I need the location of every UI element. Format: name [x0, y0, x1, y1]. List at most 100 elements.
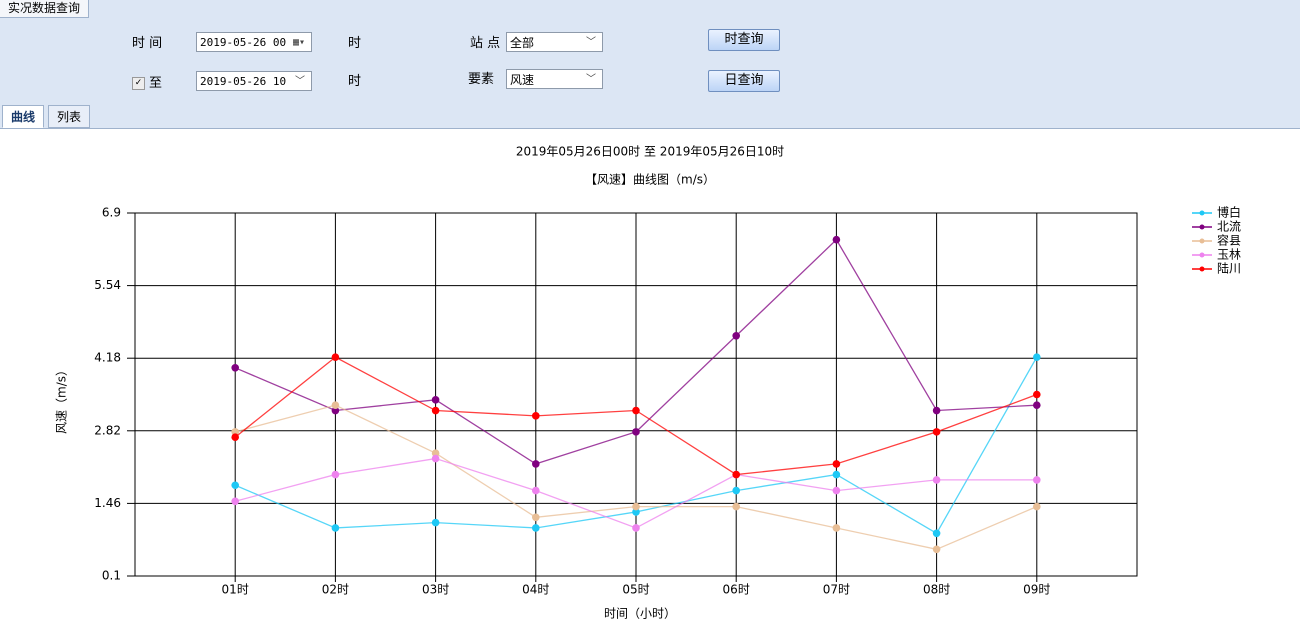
- x-tick-label: 09时: [1023, 583, 1050, 597]
- data-point: [632, 502, 640, 511]
- y-tick-label: 0.1: [102, 569, 121, 583]
- data-point: [632, 428, 640, 436]
- data-point: [832, 524, 841, 532]
- data-point: [632, 508, 640, 516]
- data-point: [632, 406, 640, 415]
- end-date: 2019-05-26 10: [200, 75, 287, 88]
- data-point: [532, 412, 540, 420]
- element-label: 要素: [468, 72, 495, 87]
- y-axis-title: 风速（m/s）: [55, 364, 69, 434]
- data-point: [632, 524, 640, 532]
- element-select[interactable]: 风速 ﹀: [506, 69, 603, 89]
- data-point: [832, 486, 841, 495]
- data-point: [832, 470, 841, 479]
- data-point: [532, 513, 540, 522]
- y-tick-label: 5.54: [94, 278, 121, 292]
- data-point: [732, 502, 740, 511]
- data-point: [932, 545, 941, 554]
- tab-list[interactable]: 列表: [48, 105, 91, 128]
- legend-marker: [1199, 266, 1205, 272]
- tab-bar: [0, 105, 1300, 129]
- data-point: [331, 353, 340, 361]
- app-title: 实况数据查询: [0, 0, 90, 18]
- data-point: [231, 428, 239, 436]
- data-point: [1033, 353, 1041, 361]
- x-tick-label: 07时: [823, 583, 850, 597]
- x-tick-label: 01时: [222, 583, 249, 597]
- data-point: [832, 235, 841, 244]
- end-date-input[interactable]: 2019-05-26 10 ﹀: [196, 71, 312, 91]
- data-point: [431, 396, 440, 404]
- x-axis-title: 时间（小时）: [604, 607, 676, 621]
- legend-label: 博白: [1217, 205, 1241, 220]
- y-tick-label: 4.18: [94, 351, 121, 365]
- data-point: [231, 497, 239, 506]
- end-label: 至: [149, 76, 163, 91]
- data-point: [532, 486, 540, 495]
- data-point: [1033, 502, 1041, 511]
- data-point: [231, 481, 239, 490]
- day-query-button[interactable]: 日查询: [708, 70, 780, 92]
- chart: 2019年05月26日00时 至 2019年05月26日10时 【风速】曲线图（…: [55, 145, 1242, 621]
- element-value: 风速: [510, 73, 535, 87]
- legend-marker: [1199, 252, 1205, 258]
- data-point: [532, 524, 540, 532]
- x-tick-label: 03时: [422, 583, 449, 597]
- data-point: [431, 518, 440, 527]
- x-tick-label: 02时: [322, 583, 349, 597]
- x-tick-label: 08时: [923, 583, 950, 597]
- data-point: [732, 470, 740, 479]
- data-point: [231, 433, 239, 442]
- data-point: [431, 406, 440, 415]
- legend-label: 北流: [1217, 220, 1241, 234]
- station-value: 全部: [510, 36, 535, 50]
- data-point: [932, 529, 941, 538]
- legend-marker: [1199, 238, 1205, 244]
- data-point: [331, 406, 340, 415]
- x-tick-label: 06时: [723, 583, 750, 597]
- y-tick-label: 1.46: [94, 496, 121, 510]
- dropdown-arrow: ﹀: [586, 74, 596, 85]
- data-point: [1033, 476, 1041, 484]
- station-select[interactable]: 全部 ﹀: [506, 32, 603, 52]
- legend-marker: [1199, 210, 1205, 216]
- chart-subtitle: 【风速】曲线图（m/s）: [585, 173, 715, 187]
- y-tick-label: 2.82: [94, 423, 121, 437]
- data-point: [932, 428, 941, 436]
- data-point: [932, 406, 941, 415]
- query-panel: [0, 0, 1300, 105]
- data-point: [331, 401, 340, 409]
- data-point: [331, 524, 340, 532]
- data-point: [431, 454, 440, 463]
- x-tick-label: 05时: [622, 583, 649, 597]
- data-point: [932, 476, 941, 484]
- dropdown-arrow: ﹀: [586, 37, 596, 48]
- start-date: 2019-05-26 00: [200, 36, 287, 49]
- tab-curve[interactable]: 曲线: [2, 105, 45, 128]
- start-date-input[interactable]: 2019-05-26 00 ▦▾: [196, 32, 312, 52]
- data-point: [431, 449, 440, 458]
- data-point: [1033, 401, 1041, 409]
- time-label: 时 间: [132, 36, 163, 51]
- data-point: [231, 364, 239, 372]
- dropdown-arrow: ﹀: [295, 76, 305, 87]
- x-tick-label: 04时: [522, 583, 549, 597]
- station-label: 站 点: [470, 36, 501, 51]
- data-point: [331, 470, 340, 479]
- data-point: [832, 460, 841, 468]
- data-point: [732, 486, 740, 495]
- legend-label: 玉林: [1217, 248, 1241, 262]
- legend-label: 容县: [1217, 233, 1241, 248]
- data-point: [532, 460, 540, 468]
- calendar-icon: ▦▾: [292, 37, 305, 48]
- legend-label: 陆川: [1217, 261, 1241, 276]
- end-checkbox[interactable]: ✓: [132, 77, 145, 90]
- y-tick-label: 6.9: [102, 206, 121, 220]
- hour-query-button[interactable]: 时查询: [708, 29, 780, 51]
- hour-unit: 时: [348, 36, 362, 51]
- data-point: [732, 331, 740, 340]
- hour-unit: 时: [348, 74, 362, 89]
- data-point: [1033, 390, 1041, 399]
- legend-marker: [1199, 224, 1205, 230]
